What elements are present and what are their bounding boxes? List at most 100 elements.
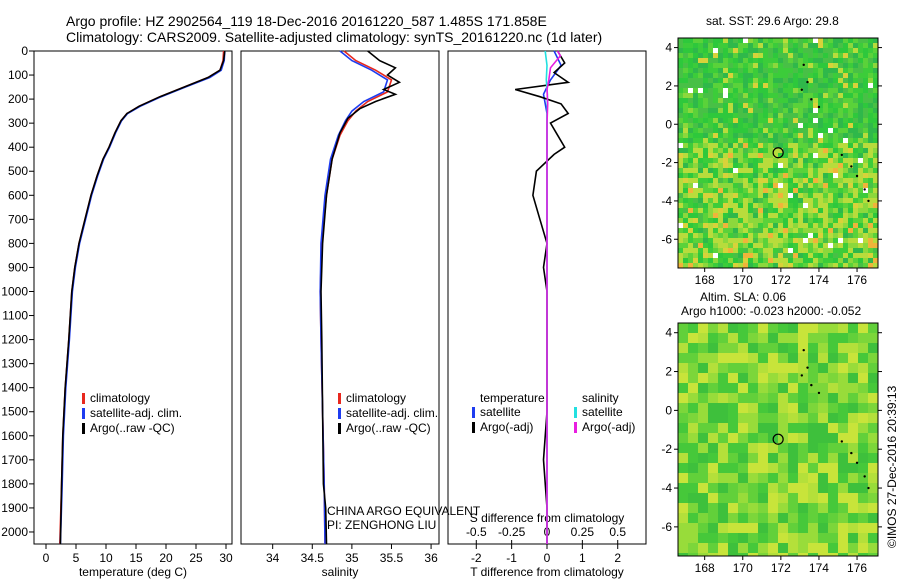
map-cell bbox=[858, 223, 863, 228]
map-cell bbox=[868, 193, 873, 198]
map-cell bbox=[868, 108, 873, 113]
map-cell bbox=[783, 243, 788, 248]
map-cell bbox=[728, 203, 733, 208]
map-cell bbox=[778, 253, 783, 258]
map-cell bbox=[833, 203, 838, 208]
map-cell bbox=[783, 38, 788, 43]
map-cell bbox=[823, 53, 828, 58]
map-cell bbox=[743, 78, 748, 83]
island-dot bbox=[800, 88, 804, 91]
map-cell bbox=[708, 243, 713, 248]
map-cell bbox=[833, 113, 838, 118]
map-cell bbox=[788, 98, 793, 103]
map-cell bbox=[763, 133, 768, 138]
map-cell bbox=[703, 53, 708, 58]
map-cell bbox=[858, 188, 863, 193]
map-cell bbox=[718, 523, 728, 533]
map-cell bbox=[758, 423, 768, 433]
map-cell bbox=[873, 63, 878, 68]
map-cell bbox=[783, 48, 788, 53]
map-cell bbox=[858, 118, 863, 123]
map-cell bbox=[693, 123, 698, 128]
map-cell bbox=[838, 238, 843, 243]
map-cell bbox=[858, 93, 863, 98]
map-cell bbox=[783, 183, 788, 188]
map-cell bbox=[718, 383, 728, 393]
map-cell bbox=[713, 258, 718, 263]
map-cell bbox=[708, 228, 713, 233]
map-cell bbox=[708, 43, 713, 48]
map-cell bbox=[818, 98, 823, 103]
map-cell bbox=[798, 133, 803, 138]
map-cell bbox=[768, 203, 773, 208]
legend-label: Argo(..raw -QC) bbox=[90, 421, 175, 435]
y-tick-label: 1900 bbox=[1, 501, 28, 515]
map-cell bbox=[723, 233, 728, 238]
map-cell bbox=[783, 178, 788, 183]
map-cell bbox=[693, 128, 698, 133]
map-cell bbox=[778, 513, 788, 523]
map-cell bbox=[808, 243, 813, 248]
map-cell bbox=[858, 363, 868, 373]
map-cell bbox=[833, 158, 838, 163]
map-cell bbox=[828, 423, 838, 433]
map-cell bbox=[798, 533, 808, 543]
map-cell bbox=[748, 188, 753, 193]
map-cell bbox=[703, 228, 708, 233]
map-cell bbox=[868, 263, 873, 268]
map-cell bbox=[788, 188, 793, 193]
map-cell bbox=[738, 453, 748, 463]
map-cell bbox=[808, 38, 813, 43]
map-cell bbox=[708, 423, 718, 433]
map-cell bbox=[688, 453, 698, 463]
map-y-tick-label: -6 bbox=[661, 232, 672, 246]
map-cell bbox=[683, 113, 688, 118]
map-cell bbox=[828, 473, 838, 483]
map-cell bbox=[708, 208, 713, 213]
map-cell bbox=[813, 53, 818, 58]
map-cell bbox=[818, 108, 823, 113]
map-cell bbox=[873, 238, 878, 243]
map-cell bbox=[798, 433, 808, 443]
map-cell bbox=[868, 493, 878, 503]
map-cell bbox=[858, 73, 863, 78]
map-cell bbox=[683, 183, 688, 188]
map-cell bbox=[793, 68, 798, 73]
map-cell bbox=[808, 123, 813, 128]
map-cell bbox=[713, 218, 718, 223]
map-cell bbox=[778, 43, 783, 48]
map-cell bbox=[868, 113, 873, 118]
map-cell bbox=[743, 193, 748, 198]
map-cell bbox=[688, 193, 693, 198]
map-cell bbox=[733, 248, 738, 253]
map-cell bbox=[708, 178, 713, 183]
map-cell bbox=[713, 43, 718, 48]
map-cell bbox=[738, 183, 743, 188]
map-cell bbox=[873, 213, 878, 218]
y-tick-label: 2000 bbox=[1, 525, 28, 539]
map-cell bbox=[798, 168, 803, 173]
map-cell bbox=[718, 453, 728, 463]
map-cell bbox=[843, 43, 848, 48]
map-cell bbox=[788, 248, 793, 253]
map-cell bbox=[723, 143, 728, 148]
map-cell bbox=[818, 173, 823, 178]
map-cell bbox=[733, 123, 738, 128]
map-cell bbox=[703, 168, 708, 173]
map-cell bbox=[718, 98, 723, 103]
map-cell bbox=[683, 118, 688, 123]
map-cell bbox=[758, 173, 763, 178]
map-cell bbox=[688, 543, 698, 553]
map-cell bbox=[718, 93, 723, 98]
map-cell bbox=[868, 523, 878, 533]
map-cell bbox=[873, 248, 878, 253]
map-cell bbox=[798, 53, 803, 58]
map-cell bbox=[758, 333, 768, 343]
map-cell bbox=[688, 103, 693, 108]
map-cell bbox=[773, 258, 778, 263]
map-cell bbox=[758, 43, 763, 48]
map-cell bbox=[688, 98, 693, 103]
map-cell bbox=[738, 63, 743, 68]
map-cell bbox=[873, 88, 878, 93]
map-cell bbox=[788, 193, 793, 198]
